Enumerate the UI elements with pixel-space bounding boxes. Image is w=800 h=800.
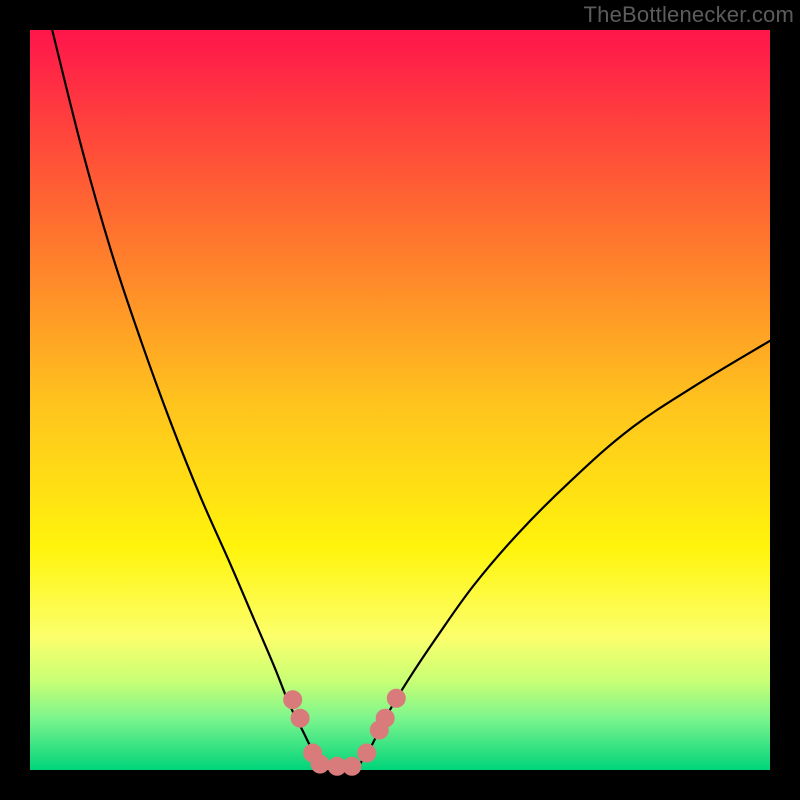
bottleneck-chart-svg	[0, 0, 800, 800]
plot-area-gradient	[30, 30, 770, 770]
marker-dot	[291, 709, 309, 727]
marker-dot	[358, 744, 376, 762]
chart-stage: TheBottlenecker.com	[0, 0, 800, 800]
marker-dot	[343, 757, 361, 775]
marker-dot	[311, 755, 329, 773]
marker-dot	[387, 689, 405, 707]
marker-dot	[376, 709, 394, 727]
marker-dot	[284, 691, 302, 709]
